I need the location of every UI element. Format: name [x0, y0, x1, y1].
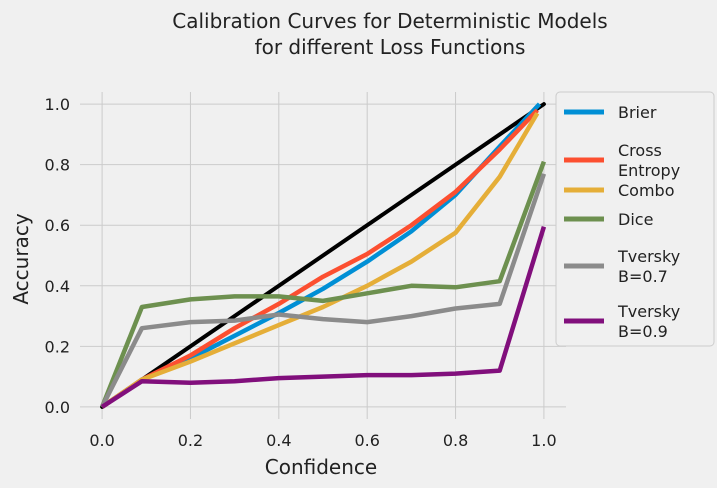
tick-labels: 0.0 0.2 0.4 0.6 0.8 1.0 0.0 0.2 0.4 0.6 0.8 1.0 [45, 95, 557, 450]
x-axis-label: Confidence [265, 455, 377, 479]
legend: BrierCrossEntropyComboDiceTverskyB=0.7Tv… [555, 91, 715, 347]
x-tick-label: 0.2 [178, 431, 203, 450]
series-line-3 [100, 160, 547, 408]
legend-box [555, 91, 715, 347]
y-tick-label: 0.4 [45, 277, 70, 296]
x-tick-label: 1.0 [531, 431, 556, 450]
legend-label-1: Cross [618, 141, 662, 160]
x-tick-label: 0.4 [266, 431, 291, 450]
x-tick-label: 0.8 [443, 431, 468, 450]
y-tick-label: 0.6 [45, 216, 70, 235]
y-tick-label: 0.2 [45, 337, 70, 356]
series-line-4 [100, 173, 547, 408]
legend-label-4: Tversky [617, 247, 680, 266]
series-line-2 [100, 112, 540, 409]
legend-label-0: Brier [618, 103, 657, 122]
legend-label-5: B=0.9 [618, 322, 668, 341]
legend-label-5: Tversky [617, 302, 680, 321]
perfect-calibration-line [100, 102, 546, 409]
legend-label-3: Dice [618, 210, 653, 229]
series-line-5 [100, 226, 547, 409]
x-tick-label: 0.0 [89, 431, 114, 450]
y-tick-label: 1.0 [45, 95, 70, 114]
y-axis-label: Accuracy [9, 213, 33, 304]
x-tick-label: 0.6 [354, 431, 379, 450]
legend-label-1: Entropy [618, 161, 680, 180]
chart-title-line-2: for different Loss Functions [255, 35, 526, 59]
chart-title-line-1: Calibration Curves for Deterministic Mod… [172, 9, 607, 33]
legend-label-4: B=0.7 [618, 267, 668, 286]
series-line-1 [100, 108, 539, 409]
y-tick-label: 0.0 [45, 398, 70, 417]
series-layer [100, 102, 547, 409]
legend-label-2: Combo [618, 181, 675, 200]
y-tick-label: 0.8 [45, 156, 70, 175]
